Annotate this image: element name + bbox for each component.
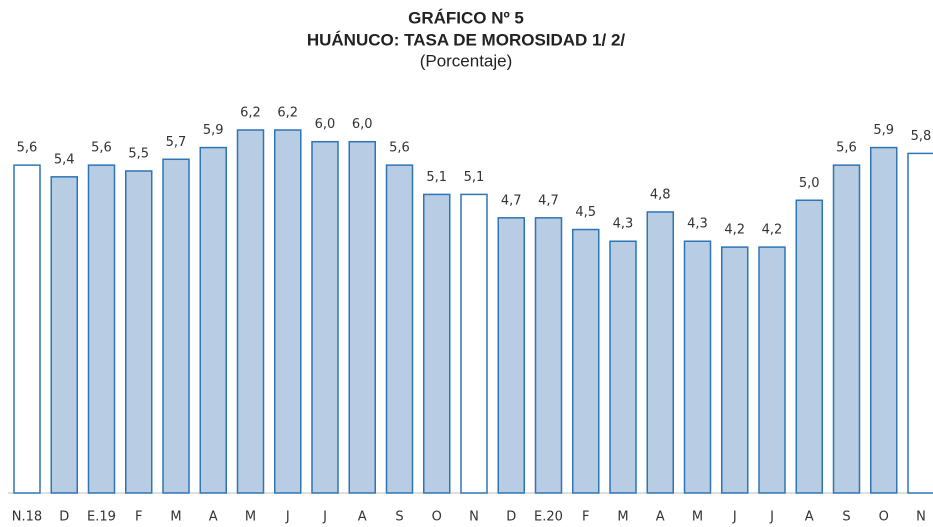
bar bbox=[572, 228, 600, 494]
bar bbox=[870, 146, 898, 494]
x-tick-label: J bbox=[322, 510, 327, 525]
x-tick-label: M bbox=[245, 510, 256, 525]
bar bbox=[758, 246, 786, 494]
value-label: 4,2 bbox=[724, 223, 745, 238]
x-tick-label: D bbox=[506, 510, 516, 525]
value-label: 5,7 bbox=[166, 135, 187, 150]
x-tick-label: F bbox=[582, 510, 589, 525]
bar bbox=[87, 164, 116, 494]
bar bbox=[423, 193, 451, 494]
bar bbox=[795, 199, 823, 494]
x-tick-label: D bbox=[59, 510, 69, 525]
value-label: 6,2 bbox=[240, 106, 261, 121]
x-tick-label: J bbox=[769, 510, 774, 525]
x-tick-label: S bbox=[395, 510, 403, 525]
bar bbox=[274, 129, 302, 494]
value-label: 5,1 bbox=[426, 170, 447, 185]
value-label: 4,7 bbox=[501, 193, 522, 208]
bar bbox=[683, 240, 712, 494]
x-tick-label: O bbox=[879, 510, 889, 525]
value-label: 5,1 bbox=[464, 170, 485, 185]
value-label: 4,2 bbox=[762, 223, 783, 238]
value-label: 4,3 bbox=[687, 217, 708, 232]
bar bbox=[311, 140, 339, 494]
bar bbox=[907, 152, 933, 494]
x-tick-label: E.19 bbox=[87, 510, 116, 525]
value-label: 5,5 bbox=[128, 146, 149, 161]
chart-title: GRÁFICO Nº 5 bbox=[408, 8, 524, 27]
x-tick-label: A bbox=[209, 510, 218, 525]
bar bbox=[385, 164, 414, 494]
bar bbox=[50, 176, 78, 494]
bar bbox=[348, 140, 376, 494]
bar bbox=[125, 170, 153, 494]
x-tick-label: J bbox=[285, 510, 290, 525]
value-label: 6,2 bbox=[277, 106, 298, 121]
bar bbox=[162, 158, 190, 494]
value-label: 5,9 bbox=[203, 123, 224, 138]
bar bbox=[646, 211, 674, 494]
value-label: 5,6 bbox=[91, 141, 112, 156]
bar bbox=[497, 217, 525, 494]
bar bbox=[13, 164, 41, 494]
unit-label: (Porcentaje) bbox=[420, 51, 513, 70]
x-tick-label: N bbox=[916, 510, 926, 525]
x-tick-label: N bbox=[469, 510, 479, 525]
bar bbox=[236, 129, 265, 494]
value-label: 5,0 bbox=[799, 176, 820, 191]
x-tick-label: M bbox=[170, 510, 181, 525]
value-label: 5,9 bbox=[873, 123, 894, 138]
value-label: 6,0 bbox=[315, 117, 336, 132]
value-label: 4,5 bbox=[575, 205, 596, 220]
value-label: 5,6 bbox=[17, 141, 38, 156]
chart-subtitle: HUÁNUCO: TASA DE MOROSIDAD 1/ 2/ bbox=[307, 30, 626, 49]
value-label: 5,6 bbox=[836, 141, 857, 156]
value-label: 4,7 bbox=[538, 193, 559, 208]
x-tick-label: A bbox=[358, 510, 367, 525]
x-tick-label: F bbox=[135, 510, 142, 525]
x-tick-label: J bbox=[732, 510, 737, 525]
value-label: 4,3 bbox=[613, 217, 634, 232]
value-label: 4,8 bbox=[650, 187, 671, 202]
bar bbox=[460, 193, 488, 494]
x-tick-label: M bbox=[617, 510, 628, 525]
x-tick-label: A bbox=[805, 510, 814, 525]
x-tick-label: S bbox=[842, 510, 850, 525]
value-label: 5,6 bbox=[389, 141, 410, 156]
x-tick-label: M bbox=[692, 510, 703, 525]
value-label: 5,8 bbox=[911, 129, 932, 144]
bar bbox=[534, 217, 563, 494]
x-tick-label: N.18 bbox=[12, 510, 42, 525]
value-label: 5,4 bbox=[54, 152, 75, 167]
x-tick-label: A bbox=[656, 510, 665, 525]
bar bbox=[199, 146, 227, 494]
x-tick-label: E.20 bbox=[534, 510, 563, 525]
bar bbox=[721, 246, 749, 494]
bar bbox=[832, 164, 861, 494]
bar bbox=[609, 240, 637, 494]
x-tick-label: O bbox=[432, 510, 442, 525]
value-label: 6,0 bbox=[352, 117, 373, 132]
